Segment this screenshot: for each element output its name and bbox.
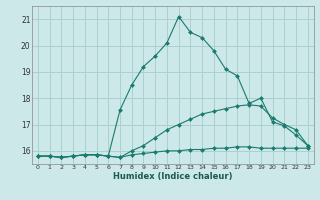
X-axis label: Humidex (Indice chaleur): Humidex (Indice chaleur) — [113, 172, 233, 181]
